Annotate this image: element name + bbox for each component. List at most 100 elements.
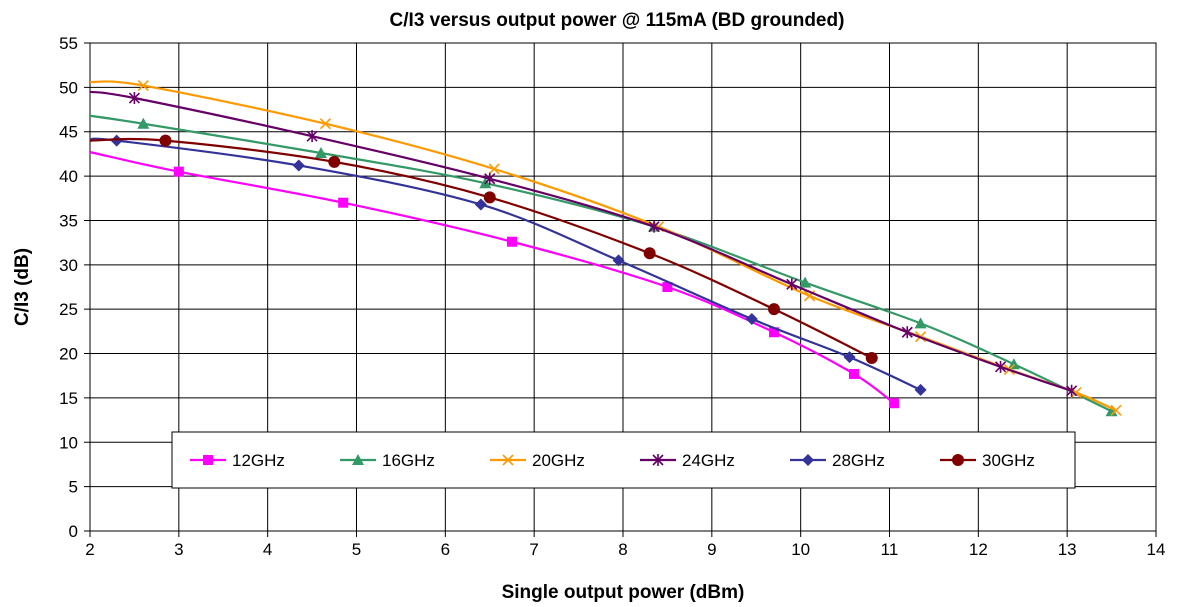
y-tick-label: 55 bbox=[59, 34, 78, 53]
data-point-30ghz bbox=[865, 351, 878, 364]
data-point-20ghz bbox=[319, 118, 331, 130]
series-24ghz bbox=[89, 90, 1078, 397]
legend-label: 28GHz bbox=[832, 451, 885, 470]
x-tick-label: 13 bbox=[1058, 540, 1077, 559]
data-point-20ghz bbox=[1110, 404, 1122, 416]
legend: 12GHz 16GHz 20GHz 24GHz 28GHz 30GHz bbox=[171, 431, 1076, 489]
series-28ghz bbox=[89, 134, 927, 396]
x-tick-label: 8 bbox=[618, 540, 627, 559]
data-point-24ghz bbox=[901, 326, 913, 339]
y-tick-label: 45 bbox=[59, 123, 78, 142]
data-point-30ghz bbox=[159, 134, 172, 147]
series-line-30ghz bbox=[89, 137, 873, 359]
legend-item-20ghz: 20GHz bbox=[490, 451, 585, 470]
x-tick-label: 9 bbox=[707, 540, 716, 559]
x-tick-label: 5 bbox=[352, 540, 361, 559]
legend-marker bbox=[952, 454, 964, 466]
y-axis-title: C/I3 (dB) bbox=[12, 248, 33, 326]
data-point-24ghz bbox=[994, 360, 1007, 373]
data-point-20ghz bbox=[137, 80, 149, 92]
series-lines bbox=[89, 80, 1122, 417]
x-axis-title: Single output power (dBm) bbox=[502, 582, 745, 603]
data-point-12ghz bbox=[173, 166, 184, 177]
x-tick-label: 11 bbox=[881, 540, 899, 559]
y-tick-label: 10 bbox=[59, 433, 78, 452]
data-point-30ghz bbox=[643, 247, 656, 260]
series-30ghz bbox=[89, 134, 878, 364]
data-point-24ghz bbox=[306, 130, 318, 143]
chart-title: C/I3 versus output power @ 115mA (BD gro… bbox=[390, 10, 845, 31]
data-point-12ghz bbox=[888, 398, 899, 409]
data-point-28ghz bbox=[914, 383, 927, 396]
data-point-16ghz bbox=[799, 276, 812, 288]
x-tick-label: 3 bbox=[174, 540, 183, 559]
x-tick-label: 7 bbox=[529, 540, 538, 559]
series-line-12ghz bbox=[89, 151, 895, 405]
y-tick-label: 30 bbox=[59, 256, 78, 275]
data-point-28ghz bbox=[474, 198, 487, 211]
x-tick-label: 10 bbox=[791, 540, 810, 559]
data-point-24ghz bbox=[484, 172, 496, 185]
legend-item-12ghz: 12GHz bbox=[190, 451, 285, 470]
data-point-16ghz bbox=[314, 147, 327, 159]
plot-area bbox=[89, 42, 1157, 532]
legend-item-30ghz: 30GHz bbox=[940, 451, 1035, 470]
data-point-24ghz bbox=[1066, 384, 1078, 397]
data-point-12ghz bbox=[769, 327, 780, 338]
data-point-16ghz bbox=[137, 117, 150, 129]
y-tick-label: 20 bbox=[59, 345, 78, 364]
legend-marker bbox=[652, 454, 664, 466]
legend-marker bbox=[352, 454, 364, 465]
legend-marker bbox=[802, 454, 814, 466]
y-tick-label: 50 bbox=[59, 78, 78, 97]
x-tick-label: 12 bbox=[969, 540, 988, 559]
series-line-24ghz bbox=[89, 90, 1072, 392]
data-point-28ghz bbox=[292, 159, 305, 172]
data-point-12ghz bbox=[848, 368, 859, 379]
y-tick-label: 35 bbox=[59, 211, 78, 230]
data-point-28ghz bbox=[745, 312, 758, 325]
data-point-30ghz bbox=[483, 191, 496, 204]
data-point-30ghz bbox=[328, 155, 341, 168]
x-tick-label: 6 bbox=[441, 540, 450, 559]
data-point-28ghz bbox=[110, 134, 123, 147]
y-tick-label: 15 bbox=[59, 389, 78, 408]
series-line-28ghz bbox=[89, 137, 922, 391]
data-point-16ghz bbox=[914, 317, 927, 329]
series-line-16ghz bbox=[89, 114, 1113, 413]
data-point-12ghz bbox=[338, 197, 349, 208]
y-tick-label: 40 bbox=[59, 167, 78, 186]
data-point-24ghz bbox=[648, 220, 660, 233]
x-tick-label: 14 bbox=[1147, 540, 1166, 559]
data-point-28ghz bbox=[612, 254, 625, 267]
data-point-28ghz bbox=[843, 351, 856, 364]
series-12ghz bbox=[89, 151, 899, 409]
x-tick-label: 4 bbox=[263, 540, 272, 559]
data-point-20ghz bbox=[488, 163, 500, 175]
legend-marker bbox=[502, 454, 514, 466]
y-tick-label: 0 bbox=[69, 522, 78, 541]
legend-marker bbox=[203, 455, 213, 465]
y-tick-label: 25 bbox=[59, 300, 78, 319]
legend-label: 30GHz bbox=[982, 451, 1035, 470]
legend-item-16ghz: 16GHz bbox=[340, 451, 435, 470]
legend-label: 24GHz bbox=[682, 451, 735, 470]
y-tick-label: 5 bbox=[69, 478, 78, 497]
data-point-12ghz bbox=[662, 282, 673, 292]
series-20ghz bbox=[89, 80, 1122, 416]
legend-label: 12GHz bbox=[232, 451, 285, 470]
data-point-16ghz bbox=[1105, 405, 1118, 417]
data-point-24ghz bbox=[128, 92, 140, 105]
legend-box bbox=[171, 431, 1076, 489]
series-line-20ghz bbox=[89, 80, 1117, 412]
data-point-30ghz bbox=[768, 303, 781, 316]
data-point-12ghz bbox=[506, 236, 517, 247]
legend-label: 20GHz bbox=[532, 451, 585, 470]
legend-item-28ghz: 28GHz bbox=[790, 451, 885, 470]
data-point-24ghz bbox=[786, 278, 798, 291]
data-point-16ghz bbox=[1007, 358, 1020, 370]
legend-label: 16GHz bbox=[382, 451, 435, 470]
legend-item-24ghz: 24GHz bbox=[640, 451, 735, 470]
